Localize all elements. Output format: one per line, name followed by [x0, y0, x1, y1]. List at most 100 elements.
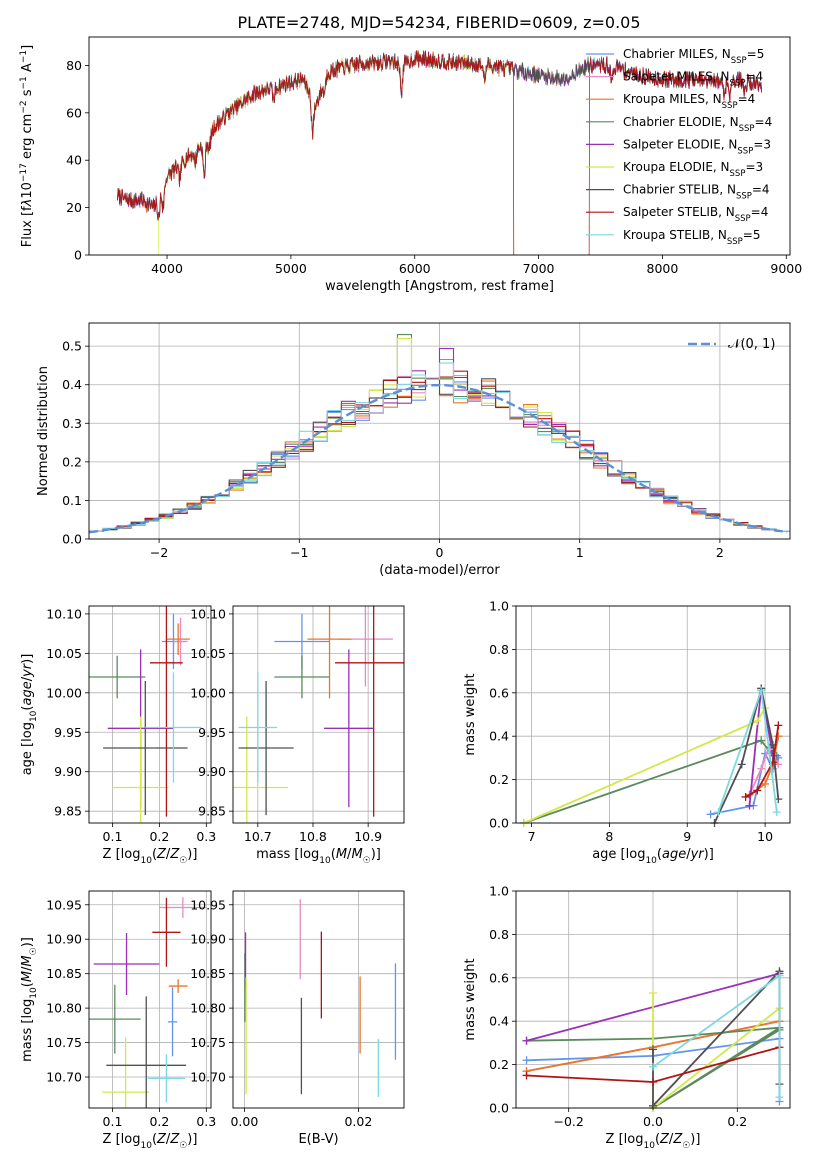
- weight-marker: [774, 732, 783, 741]
- x-tick-label: 7: [528, 829, 536, 844]
- legend-subscript: SSP: [730, 79, 746, 89]
- y-tick-label: 9.85: [198, 804, 226, 819]
- y-tick-label: 9.95: [198, 725, 226, 740]
- weight-marker: [745, 801, 754, 810]
- x-tick-label: 0.1: [103, 829, 123, 844]
- legend-tail: =4: [752, 183, 770, 197]
- legend-label: Kroupa ELODIE, NSSP=3: [623, 160, 763, 179]
- legend-tail: =3: [753, 137, 771, 151]
- x-tick-label: 9: [683, 829, 691, 844]
- legend-label: Chabrier STELIB, NSSP=4: [623, 183, 770, 202]
- age_vs_mass-panel: 10.7 10.8 10.9 9.85 9.90 9.95 10.00 10.05 10.10 m…: [190, 605, 405, 866]
- x-tick-label: 0.2: [149, 1114, 169, 1129]
- y-axis-label: Flux [fλ10−17 erg cm−2 s−1 A−1]: [19, 45, 35, 247]
- y-tick-label: 0.0: [489, 1101, 509, 1116]
- mass_vs_Z-panel: 0.1 0.2 0.3 10.70 10.75 10.80 10.85 10.90 10.95 Z…: [20, 890, 216, 1151]
- y-tick-label: 0.1: [62, 493, 82, 508]
- legend-subscript: SSP: [731, 56, 747, 66]
- legend-label: Salpeter STELIB, NSSP=4: [623, 205, 768, 224]
- y-tick-label: 10.95: [190, 897, 226, 912]
- x-axis-label: age [log10(age/yr)]: [592, 847, 714, 866]
- weight-marker: [522, 1036, 531, 1045]
- y-tick-label: 0.0: [62, 532, 82, 547]
- weight-marker: [761, 779, 770, 788]
- x-tick-label: −1: [290, 545, 308, 560]
- x-tick-label: 7000: [523, 261, 555, 276]
- y-tick-label: 10.70: [190, 1070, 226, 1085]
- weight-marker: [772, 808, 781, 817]
- legend-label: Kroupa STELIB, NSSP=5: [623, 228, 761, 247]
- weight-marker: [649, 988, 657, 997]
- x-tick-label: 0.0: [643, 1114, 663, 1129]
- residuals-panel: −2 −1 0 1 2 0.0 0.1 0.2 0.3 0.4 0.5 (data-model)/er…: [36, 322, 791, 578]
- y-tick-label: 10.80: [190, 1001, 226, 1016]
- y-tick-label: 9.90: [54, 764, 82, 779]
- weight-marker: [714, 808, 723, 817]
- legend-tail: =4: [751, 205, 769, 219]
- mass_vs_EBV-panel: 0.00 0.02 10.70 10.75 10.80 10.85 10.90 10.95 E(…: [190, 890, 405, 1147]
- x-tick-label: 1: [576, 545, 584, 560]
- y-tick-label: 60: [66, 105, 82, 120]
- weight-line: [523, 707, 766, 824]
- weight-marker: [741, 792, 750, 801]
- weight-marker: [774, 721, 783, 730]
- spectrum-panel: 4000 5000 6000 7000 8000 9000 0 20 40 60 80 wavelen…: [19, 36, 802, 294]
- x-tick-label: 8: [605, 829, 613, 844]
- legend-label: Salpeter ELODIE, NSSP=3: [623, 137, 771, 156]
- y-tick-label: 0.4: [489, 1014, 509, 1029]
- y-tick-label: 10.70: [46, 1070, 82, 1085]
- y-tick-label: 10.75: [46, 1035, 82, 1050]
- y-axis-label: mass weight: [463, 958, 478, 1040]
- weight_vs_Z-panel: −0.2 0.0 0.2 0.0 0.2 0.4 0.6 0.8 1.0 Z [log10(Z/Z…: [463, 884, 791, 1151]
- histogram-series: [89, 362, 790, 532]
- axes-frame: [232, 605, 405, 824]
- legend-subscript: SSP: [727, 237, 743, 247]
- x-tick-label: 0.00: [230, 1114, 258, 1129]
- y-tick-label: 0.5: [62, 339, 82, 354]
- x-tick-label: 0.2: [727, 1114, 747, 1129]
- weight-line: [652, 993, 781, 1110]
- weight-marker: [757, 686, 766, 695]
- age_vs_Z-panel: 0.1 0.2 0.3 9.85 9.90 9.95 10.00 10.05 10.10 Z [l…: [20, 605, 216, 866]
- weight-marker: [757, 736, 766, 745]
- y-tick-label: 0.8: [489, 927, 509, 942]
- weight-marker: [753, 717, 762, 726]
- panels: 4000 5000 6000 7000 8000 9000020406080wavelen…: [19, 36, 802, 1151]
- axes-frame: [88, 322, 791, 540]
- x-tick-label: 0: [436, 545, 444, 560]
- y-tick-label: 0.2: [489, 1057, 509, 1072]
- legend-label: Chabrier MILES, NSSP=5: [623, 47, 764, 66]
- weight-marker: [706, 810, 715, 819]
- y-tick-label: 0.3: [62, 416, 82, 431]
- weight-line: [717, 690, 778, 813]
- y-tick-label: 0.0: [489, 816, 509, 831]
- x-tick-label: 2: [716, 545, 724, 560]
- weight-marker: [522, 1071, 531, 1080]
- y-tick-label: 10.05: [190, 646, 226, 661]
- y-tick-label: 0.8: [489, 642, 509, 657]
- x-axis-label: Z [log10(Z/Z☉)]: [606, 1132, 701, 1151]
- y-tick-label: 10.85: [190, 966, 226, 981]
- legend-subscript: SSP: [736, 192, 752, 202]
- x-axis-label: mass [log10(M/M☉)]: [256, 847, 381, 866]
- figure-title: PLATE=2748, MJD=54234, FIBERID=0609, z=0…: [237, 13, 640, 32]
- y-axis-label: mass weight: [463, 673, 478, 755]
- x-tick-label: 0.02: [344, 1114, 372, 1129]
- x-tick-label: −0.2: [554, 1114, 584, 1129]
- y-tick-label: 0.4: [489, 729, 509, 744]
- y-tick-label: 9.95: [54, 725, 82, 740]
- x-axis-label: E(B-V): [298, 1132, 338, 1147]
- weight-marker: [753, 786, 762, 795]
- y-tick-label: 9.90: [198, 764, 226, 779]
- y-tick-label: 40: [66, 153, 82, 168]
- y-tick-label: 10.85: [46, 966, 82, 981]
- legend-subscript: SSP: [739, 124, 755, 134]
- y-tick-label: 10.75: [190, 1035, 226, 1050]
- weight-marker: [649, 1077, 657, 1086]
- y-tick-label: 10.90: [46, 932, 82, 947]
- weight_vs_age-panel: 7 8 9 10 0.0 0.2 0.4 0.6 0.8 1.0 age [log10(age/yr…: [463, 599, 791, 866]
- weight-marker: [649, 1101, 657, 1110]
- y-tick-label: 10.00: [46, 685, 82, 700]
- legend-tail: =5: [747, 47, 765, 61]
